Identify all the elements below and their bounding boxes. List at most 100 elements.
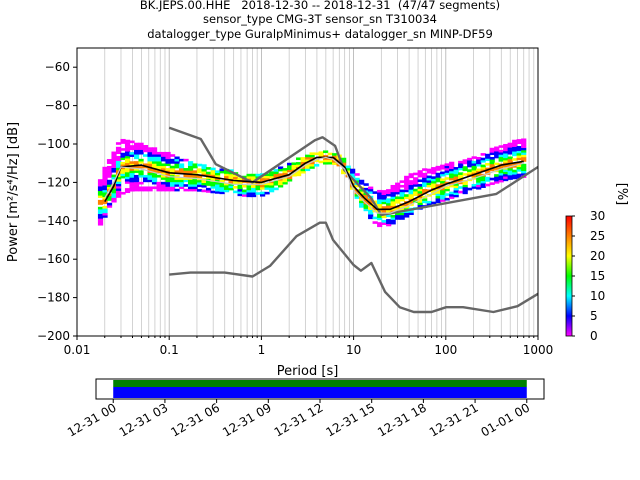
psd-cell (151, 161, 158, 164)
psd-cell (390, 221, 396, 225)
psd-cell (246, 176, 252, 179)
psd-cell (476, 161, 482, 165)
psd-cell (147, 172, 153, 176)
psd-cell (287, 167, 293, 170)
psd-cell (97, 216, 104, 219)
psd-cell (305, 154, 311, 158)
psd-cell (291, 173, 297, 177)
psd-cell (192, 170, 198, 173)
psd-cell (485, 158, 491, 162)
psd-cell (386, 189, 392, 192)
psd-cell (386, 191, 392, 195)
psd-cell (444, 197, 450, 201)
psd-cell (444, 186, 450, 189)
psd-cell (467, 160, 473, 163)
psd-cell (133, 151, 140, 155)
psd-cell (512, 176, 518, 180)
psd-cell (404, 203, 410, 207)
psd-cell (296, 157, 302, 161)
psd-cell (210, 181, 216, 185)
psd-cell (205, 167, 212, 170)
x-tick-label: 10 (346, 343, 361, 357)
psd-cell (516, 148, 522, 151)
mean-line (104, 156, 524, 211)
psd-cell (165, 186, 171, 190)
x-axis-label: Period [s] (277, 364, 339, 379)
psd-cell (111, 199, 117, 203)
psd-cell (133, 163, 140, 167)
psd-cell (214, 172, 221, 176)
plot-lines (104, 126, 538, 314)
psd-cell (269, 173, 275, 177)
psd-cell (124, 153, 131, 157)
psd-cell (354, 173, 360, 176)
psd-cell (115, 179, 122, 182)
psd-cell (133, 170, 140, 173)
psd-cell (201, 185, 207, 188)
psd-cell (138, 174, 144, 178)
psd-cell (205, 171, 212, 175)
psd-cell (332, 153, 338, 156)
title-line-2: sensor_type CMG-3T sensor_sn T310034 (203, 12, 437, 26)
psd-cell (372, 221, 378, 224)
psd-cell (309, 161, 315, 165)
psd-cell (516, 150, 522, 154)
y-axis: −200 −180 −160 −140 −120 −100 −80 −60 (37, 60, 77, 343)
psd-cell (124, 158, 131, 161)
psd-cell (142, 177, 149, 180)
psd-cell (444, 172, 450, 176)
psd-cell (386, 202, 392, 206)
psd-cell (381, 210, 387, 214)
psd-cell (489, 182, 495, 185)
psd-cell (129, 165, 135, 169)
psd-cell (422, 189, 428, 192)
psd-cell (278, 173, 284, 176)
timeline-bars (113, 380, 527, 398)
psd-cell (386, 198, 392, 201)
psd-cell (151, 170, 158, 173)
psd-heatmap (97, 138, 527, 228)
psd-cell (395, 217, 401, 220)
psd-cell (196, 170, 203, 174)
title-line-3: datalogger_type GuralpMinimus+ datalogge… (147, 27, 493, 41)
psd-cell (255, 187, 261, 191)
psd-cell (138, 158, 144, 162)
psd-cell (151, 174, 158, 178)
psd-cell (404, 196, 410, 200)
psd-cell (512, 162, 518, 166)
psd-cell (255, 192, 261, 195)
psd-cell (133, 186, 140, 190)
psd-cell (300, 168, 306, 172)
psd-cell (192, 181, 198, 185)
psd-cell (165, 172, 171, 176)
psd-cell (422, 177, 428, 181)
psd-cell (160, 186, 167, 190)
psd-cell (102, 194, 108, 198)
mode-line (104, 156, 524, 214)
psd-cell (354, 196, 360, 199)
y-tick-label: −200 (37, 329, 70, 343)
psd-cell (449, 184, 455, 188)
psd-cell (390, 187, 396, 190)
psd-cell (494, 153, 500, 157)
psd-cell (210, 183, 216, 187)
psd-cell (363, 199, 369, 202)
psd-cell (489, 161, 495, 165)
psd-cell (115, 174, 122, 178)
psd-cell (435, 195, 441, 199)
psd-cell (399, 184, 405, 188)
psd-cell (503, 155, 509, 159)
psd-cell (408, 182, 414, 186)
psd-cell (201, 166, 207, 170)
psd-cell (106, 186, 113, 190)
psd-cell (160, 165, 167, 169)
psd-cell (404, 175, 410, 179)
psd-cell (359, 202, 365, 206)
psd-cell (476, 173, 482, 176)
psd-cell (318, 151, 324, 154)
psd-cell (395, 196, 401, 200)
psd-cell (417, 204, 423, 208)
psd-cell (124, 139, 131, 143)
psd-cell (417, 202, 423, 206)
psd-cell (363, 208, 369, 212)
